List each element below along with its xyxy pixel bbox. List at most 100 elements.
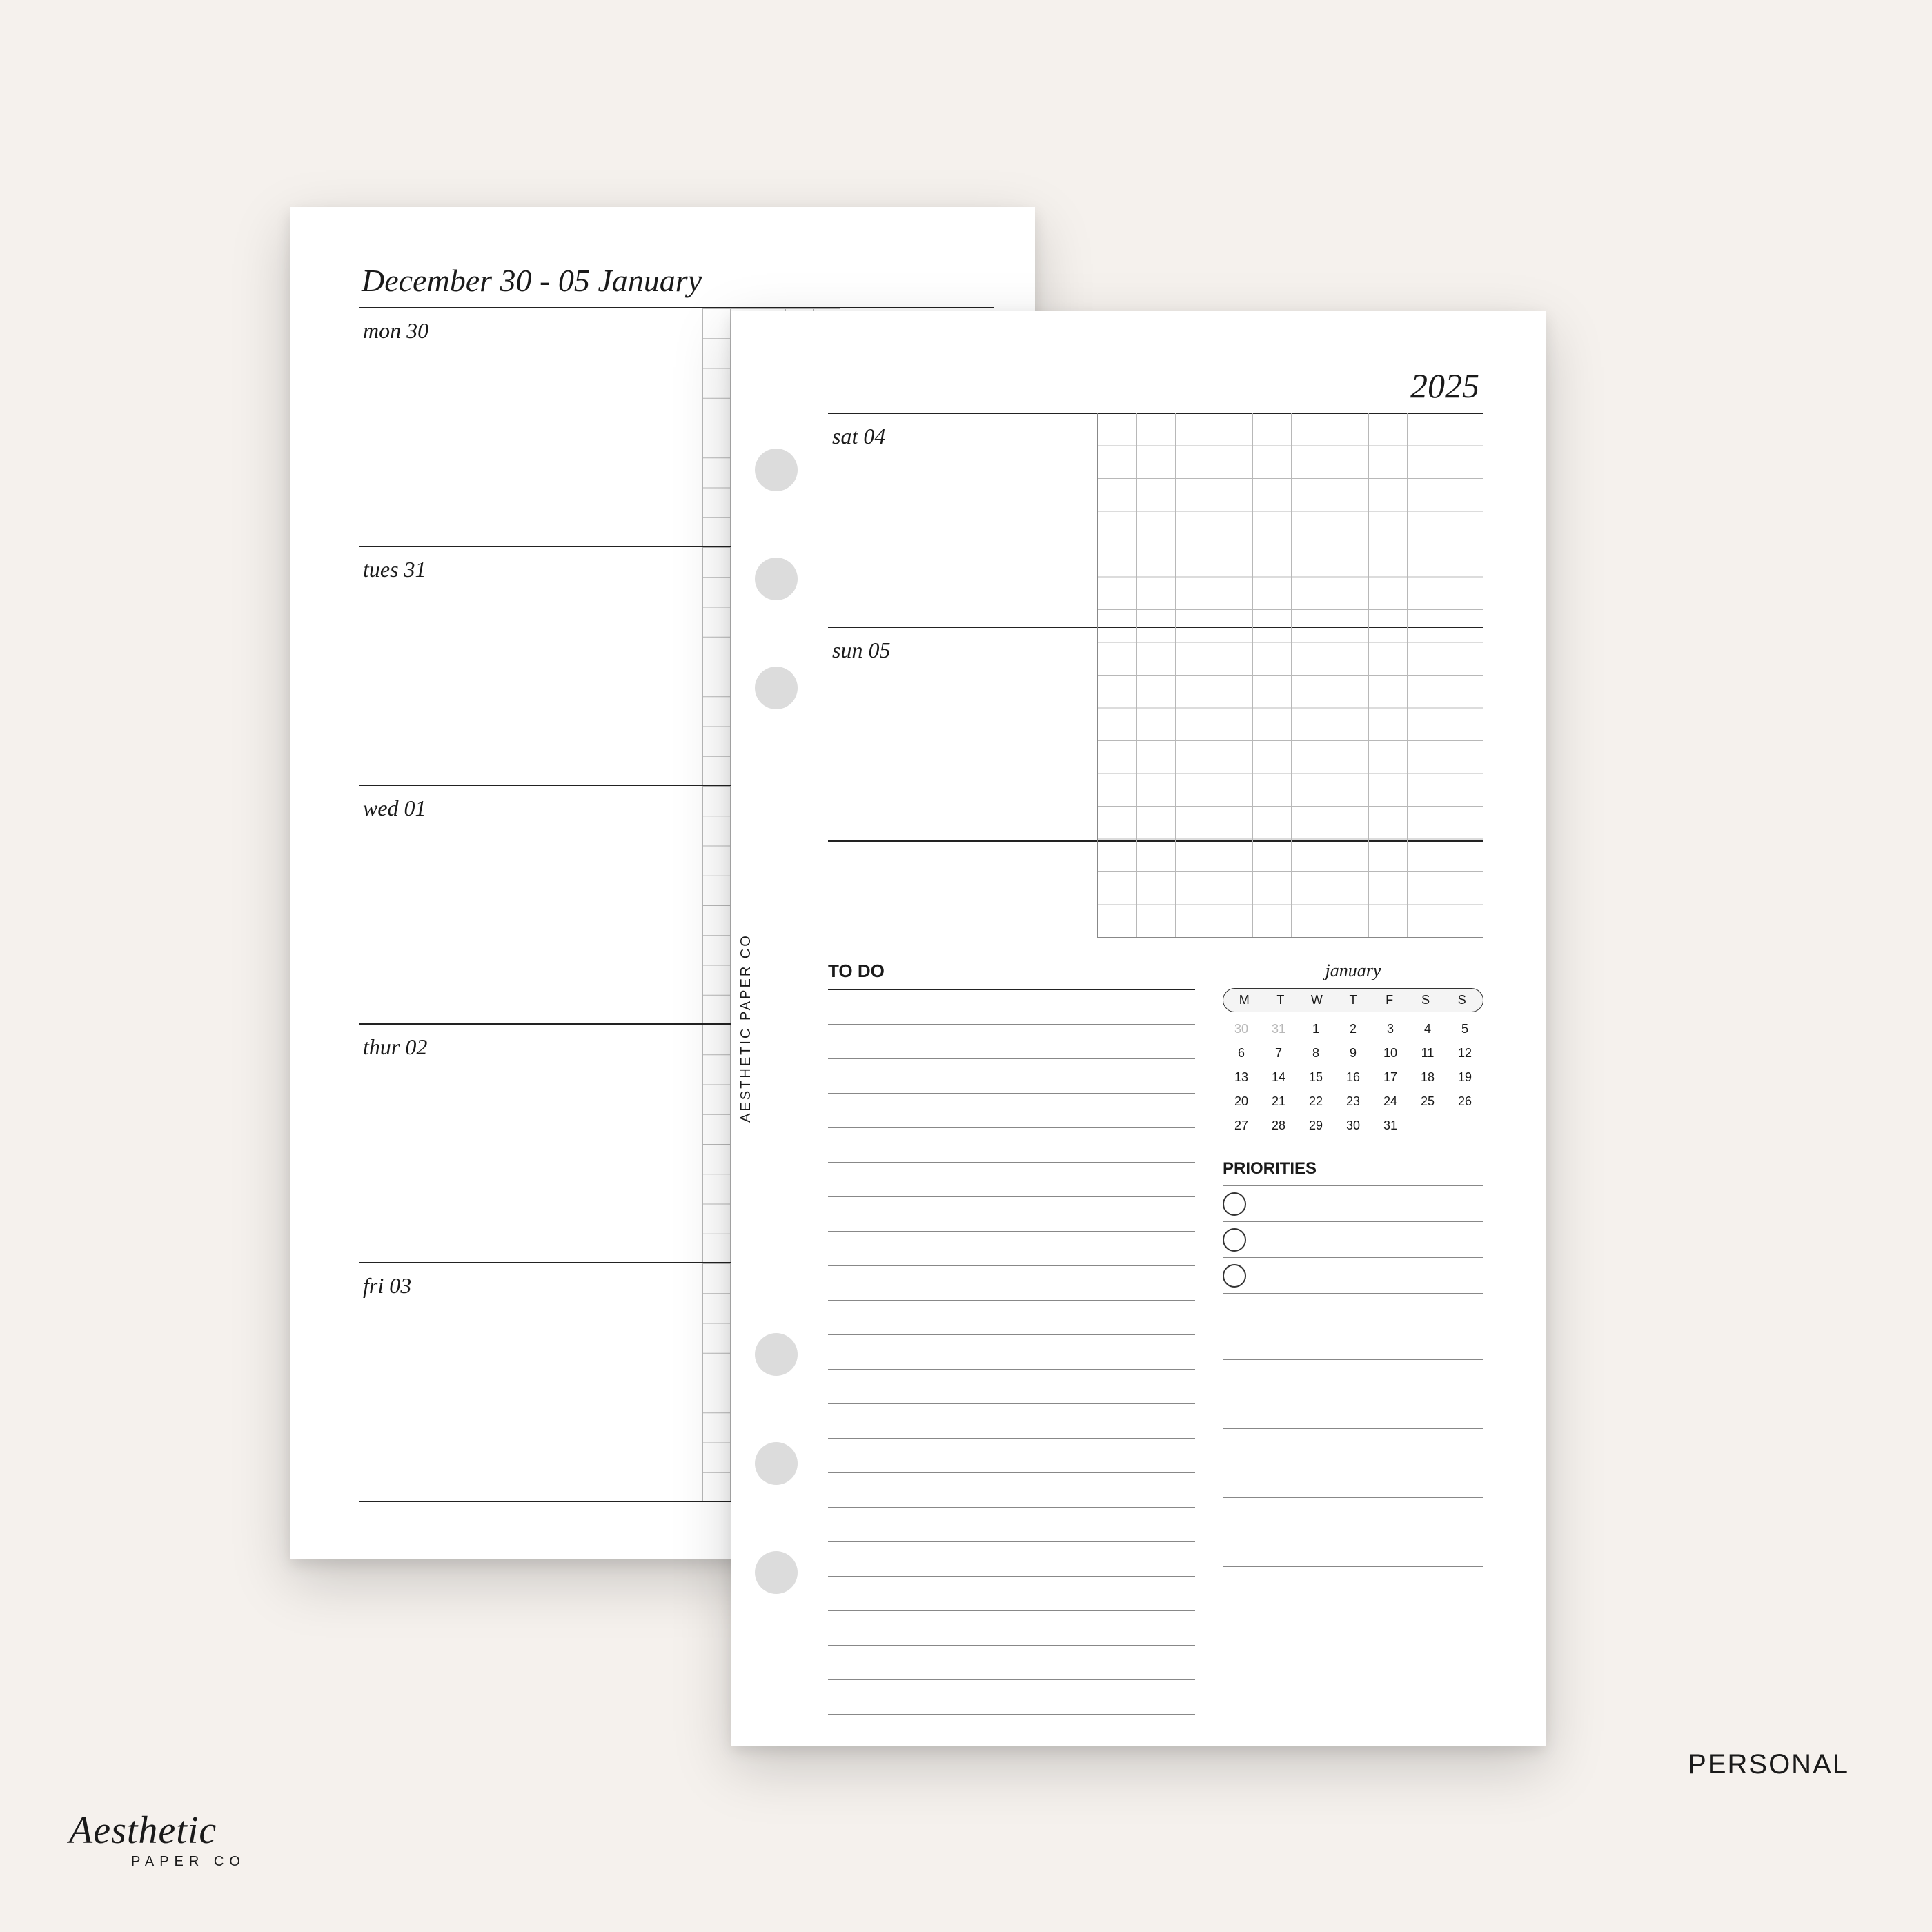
brand-logo: Aesthetic PAPER CO [69,1808,246,1870]
priority-checkbox-icon [1223,1192,1246,1216]
mini-calendar-day: 8 [1297,1046,1334,1061]
priority-row [1223,1222,1483,1258]
mini-calendar-day: 31 [1260,1022,1297,1036]
todo-column: TO DO [828,960,1195,1715]
mini-calendar-dow-cell: S [1443,993,1480,1007]
priority-checkbox-icon [1223,1228,1246,1252]
mini-calendar-day: 9 [1334,1046,1372,1061]
weekday-label: fri 03 [359,1263,702,1501]
priority-row [1223,1258,1483,1294]
note-row [1223,1498,1483,1532]
binder-hole [755,448,798,491]
mini-calendar-day: 7 [1260,1046,1297,1061]
mini-calendar-day: 10 [1372,1046,1409,1061]
todo-row [828,1577,1195,1611]
mini-calendar-day: 28 [1260,1118,1297,1133]
weekend-grid [1097,413,1483,937]
weekday-label: mon 30 [359,308,702,546]
note-row [1223,1532,1483,1567]
binder-hole [755,1333,798,1376]
todo-row [828,1439,1195,1473]
mini-calendar-dow-cell: W [1299,993,1335,1007]
year-title: 2025 [828,366,1483,406]
mini-calendar-dow-cell: T [1335,993,1372,1007]
note-row [1223,1325,1483,1360]
todo-row [828,1680,1195,1715]
weekday-label: wed 01 [359,786,702,1023]
size-label: PERSONAL [1688,1749,1849,1780]
note-row [1223,1394,1483,1429]
todo-row [828,1542,1195,1577]
mini-calendar-day: 25 [1409,1094,1446,1109]
mini-calendar-day: 23 [1334,1094,1372,1109]
weekend-label: sat 04 [828,414,1097,627]
mini-calendar-day: 31 [1372,1118,1409,1133]
binder-hole [755,1442,798,1485]
todo-row [828,1128,1195,1163]
todo-heading-label: TO DO [828,960,885,982]
todo-row [828,1059,1195,1094]
spine-brand-text: AESTHETIC PAPER CO [738,934,754,1123]
priority-checkbox-icon [1223,1264,1246,1288]
mini-calendar-day: 11 [1409,1046,1446,1061]
todo-row [828,990,1195,1025]
todo-row [828,1025,1195,1059]
priority-row [1223,1186,1483,1222]
mini-calendar-day: 1 [1297,1022,1334,1036]
priorities-block: PRIORITIES [1223,1159,1483,1294]
mini-calendar-day: 18 [1409,1070,1446,1085]
mini-calendar-day [1409,1118,1446,1133]
mini-calendar-day: 26 [1446,1094,1483,1109]
week-range-title: December 30 - 05 January [362,262,994,299]
priorities-heading: PRIORITIES [1223,1159,1483,1186]
mini-calendar-dow-cell: T [1263,993,1299,1007]
todo-row [828,1163,1195,1197]
todo-row [828,1611,1195,1646]
todo-row [828,1473,1195,1508]
mini-calendar-day: 19 [1446,1070,1483,1085]
mini-calendar-dow: MTWTFSS [1223,988,1483,1012]
mini-calendar-day: 24 [1372,1094,1409,1109]
todo-row [828,1232,1195,1266]
mini-calendar-dow-cell: F [1371,993,1408,1007]
note-row [1223,1360,1483,1394]
todo-row [828,1370,1195,1404]
mini-calendar-dow-cell: S [1408,993,1444,1007]
mini-calendar-day: 17 [1372,1070,1409,1085]
mini-calendar-day: 12 [1446,1046,1483,1061]
weekend-label: sun 05 [828,628,1097,840]
mini-calendar-day: 4 [1409,1022,1446,1036]
binder-hole [755,558,798,600]
note-row [1223,1463,1483,1498]
todo-row [828,1646,1195,1680]
todo-heading: TO DO [828,960,1195,990]
mini-calendar-day: 3 [1372,1022,1409,1036]
brand-sub: PAPER CO [131,1854,246,1870]
mini-calendar-day: 2 [1334,1022,1372,1036]
todo-row [828,1404,1195,1439]
binder-hole [755,667,798,709]
mini-calendar-day: 29 [1297,1118,1334,1133]
notes-block [1223,1325,1483,1567]
mini-calendar-day: 14 [1260,1070,1297,1085]
planner-page-right: AESTHETIC PAPER CO 2025 sat 04sun 05 TO … [731,310,1546,1746]
lower-section: TO DO january MTWTFSS 303112345678910111… [828,960,1483,1715]
brand-main: Aesthetic [69,1808,246,1853]
side-column: january MTWTFSS 303112345678910111213141… [1223,960,1483,1715]
mini-calendar-dow-cell: M [1226,993,1263,1007]
binder-hole [755,1551,798,1594]
todo-row [828,1266,1195,1301]
mini-calendar-body: 3031123456789101112131415161718192021222… [1223,1022,1483,1133]
mini-calendar-day [1446,1118,1483,1133]
mini-calendar-day: 16 [1334,1070,1372,1085]
todo-row [828,1508,1195,1542]
mini-calendar-day: 13 [1223,1070,1260,1085]
weekend-block: sat 04sun 05 [828,413,1483,937]
todo-row [828,1335,1195,1370]
mini-calendar-title: january [1223,960,1483,981]
mini-calendar-day: 22 [1297,1094,1334,1109]
mini-calendar-day: 30 [1334,1118,1372,1133]
mini-calendar-day: 20 [1223,1094,1260,1109]
mini-calendar-day: 5 [1446,1022,1483,1036]
todo-row [828,1301,1195,1335]
